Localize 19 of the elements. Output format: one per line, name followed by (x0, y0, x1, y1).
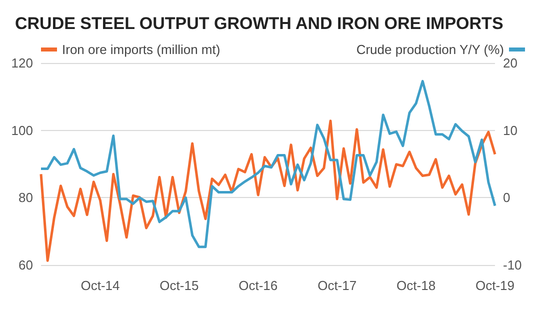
x-tick-label: Oct-19 (475, 278, 515, 293)
y2-tick-label: -10 (503, 258, 522, 272)
line-series (40, 120, 496, 262)
x-tick-label: Oct-16 (238, 278, 278, 293)
y-tick-label: 120 (11, 56, 33, 70)
line-series (40, 80, 496, 248)
y2-tick-label: 10 (503, 122, 518, 138)
text: Crude production Y/Y (%) (356, 42, 504, 57)
x-tick-label: Oct-18 (396, 278, 436, 293)
chart-title: CRUDE STEEL OUTPUT GROWTH AND IRON ORE IMPORTS (15, 14, 504, 33)
x-tick-label: Oct-14 (80, 278, 120, 293)
y-tick-label: 80 (18, 190, 33, 206)
y-tick-label: 60 (18, 258, 33, 272)
y2-tick-label: 20 (503, 56, 518, 70)
legend-label: Iron ore imports (million mt) (62, 42, 220, 57)
y-tick-label: 100 (11, 122, 33, 138)
x-tick-label: Oct-15 (160, 278, 199, 293)
y2-tick-label: 0 (503, 190, 510, 206)
x-tick-label: Oct-17 (318, 278, 357, 293)
